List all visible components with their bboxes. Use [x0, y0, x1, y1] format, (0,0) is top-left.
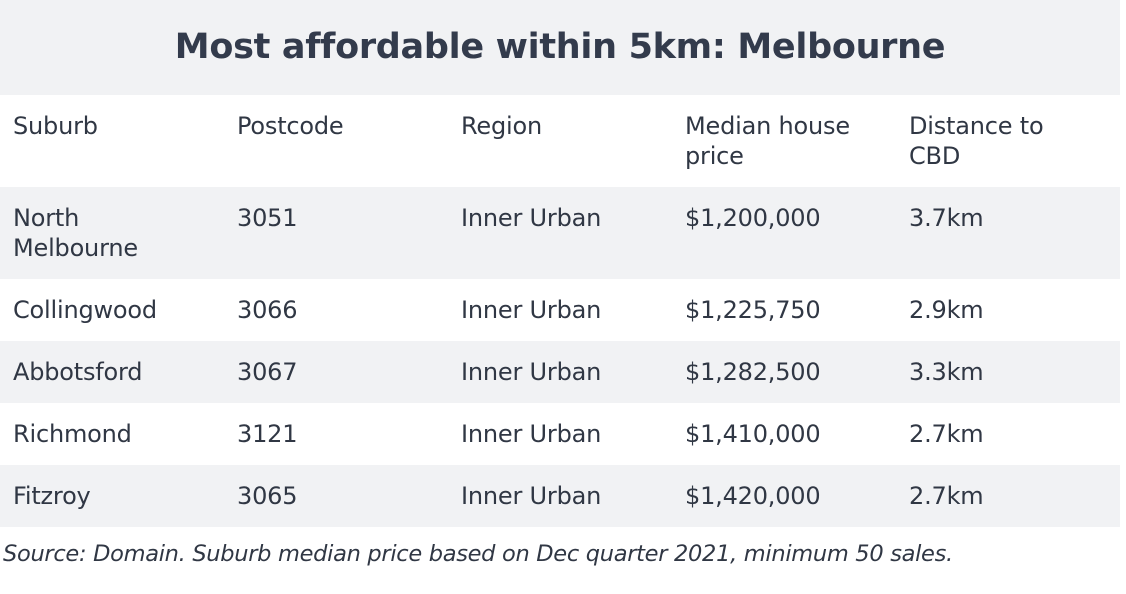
- cell-median-price: $1,225,750: [685, 296, 821, 324]
- cell-suburb: North Melbourne: [13, 204, 138, 262]
- header-suburb: Suburb: [13, 112, 98, 140]
- table-row: North Melbourne 3051 Inner Urban $1,200,…: [0, 187, 1120, 279]
- table-header-row: Suburb Postcode Region Median house pric…: [0, 95, 1120, 187]
- cell-postcode: 3067: [237, 358, 298, 386]
- title-bar: Most affordable within 5km: Melbourne: [0, 0, 1120, 95]
- header-distance-to-cbd: Distance to CBD: [909, 112, 1044, 170]
- cell-postcode: 3066: [237, 296, 298, 324]
- cell-region: Inner Urban: [461, 204, 602, 232]
- table-row: Abbotsford 3067 Inner Urban $1,282,500 3…: [0, 341, 1120, 403]
- cell-suburb: Richmond: [13, 420, 132, 448]
- cell-region: Inner Urban: [461, 358, 602, 386]
- cell-region: Inner Urban: [461, 420, 602, 448]
- table-row: Collingwood 3066 Inner Urban $1,225,750 …: [0, 279, 1120, 341]
- table-row: Fitzroy 3065 Inner Urban $1,420,000 2.7k…: [0, 465, 1120, 527]
- cell-median-price: $1,282,500: [685, 358, 821, 386]
- cell-distance: 2.7km: [909, 482, 984, 510]
- header-region: Region: [461, 112, 542, 140]
- cell-postcode: 3051: [237, 204, 298, 232]
- cell-distance: 3.7km: [909, 204, 984, 232]
- cell-distance: 2.7km: [909, 420, 984, 448]
- cell-postcode: 3065: [237, 482, 298, 510]
- cell-median-price: $1,200,000: [685, 204, 821, 232]
- affordable-suburbs-table-card: Most affordable within 5km: Melbourne Su…: [0, 0, 1120, 527]
- source-note: Source: Domain. Suburb median price base…: [3, 541, 953, 567]
- cell-distance: 2.9km: [909, 296, 984, 324]
- header-postcode: Postcode: [237, 112, 344, 140]
- cell-suburb: Abbotsford: [13, 358, 143, 386]
- cell-median-price: $1,410,000: [685, 420, 821, 448]
- cell-median-price: $1,420,000: [685, 482, 821, 510]
- cell-region: Inner Urban: [461, 482, 602, 510]
- table-row: Richmond 3121 Inner Urban $1,410,000 2.7…: [0, 403, 1120, 465]
- page-title: Most affordable within 5km: Melbourne: [174, 26, 946, 67]
- cell-suburb: Fitzroy: [13, 482, 91, 510]
- cell-region: Inner Urban: [461, 296, 602, 324]
- suburbs-table: Suburb Postcode Region Median house pric…: [0, 95, 1120, 527]
- cell-suburb: Collingwood: [13, 296, 157, 324]
- cell-distance: 3.3km: [909, 358, 984, 386]
- header-median-house-price: Median house price: [685, 112, 850, 170]
- cell-postcode: 3121: [237, 420, 298, 448]
